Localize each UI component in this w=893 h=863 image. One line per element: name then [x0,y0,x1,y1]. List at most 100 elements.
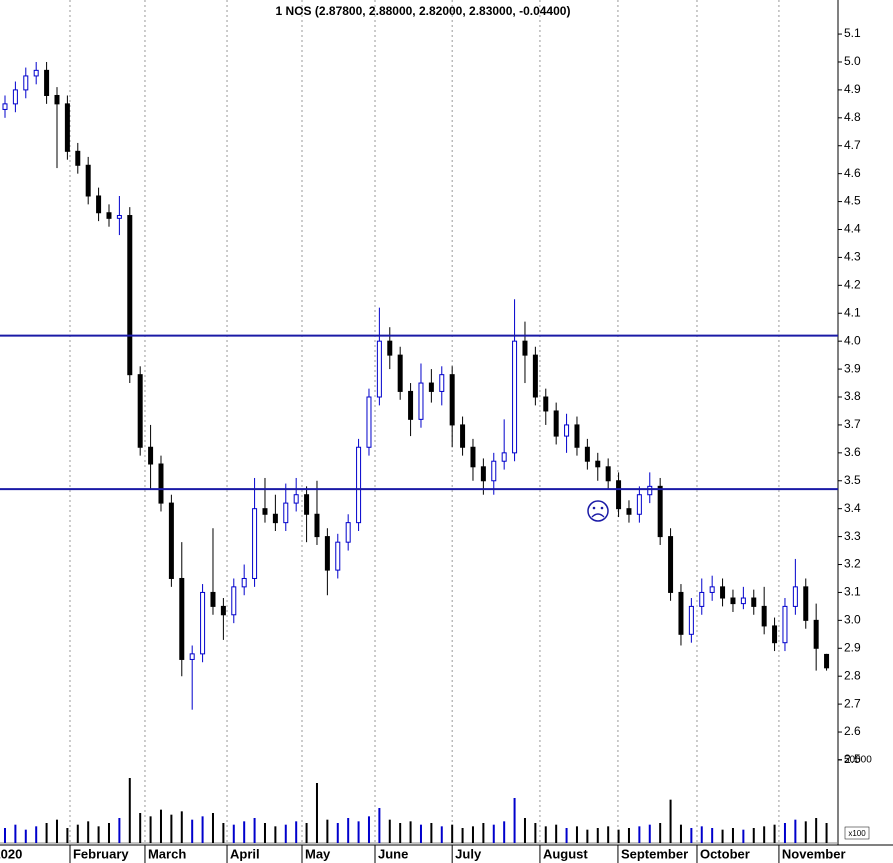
volume-bar [690,828,693,843]
candle-body [564,424,570,437]
candle-body [699,591,705,607]
volume-bar [107,823,110,843]
candle-body [720,586,726,599]
candle-body [824,653,830,669]
x-tick-label: August [543,846,588,861]
y-tick-label: 4.5 [844,194,861,208]
candle-body [179,577,185,660]
volume-bar [607,826,610,843]
candle-body [335,541,341,571]
volume-unit-box [844,826,870,840]
volume-bar [596,828,599,843]
volume-bar [451,824,454,843]
candle-body [792,586,798,607]
candle-body [595,460,601,468]
volume-bar [211,813,214,843]
candle-body [751,597,757,607]
frown-icon [587,500,609,522]
volume-bar [232,824,235,843]
candle-body [210,591,216,607]
y-tick-label: 3.2 [844,557,861,571]
volume-bar [367,816,370,843]
x-tick-label: 2020 [0,846,22,861]
x-tick-label: September [621,846,688,861]
volume-bar [825,823,828,843]
candle-body [678,591,684,635]
x-tick-label: July [455,846,482,861]
volume-bar [461,828,464,843]
candle-body [574,424,580,448]
volume-bar [617,829,620,843]
volume-bar [357,821,360,843]
candle-body [2,103,8,110]
candle-body [480,466,486,482]
volume-bar [159,809,162,843]
volume-bar [794,819,797,843]
candle-body [116,215,122,219]
volume-bar [87,821,90,843]
candle-body [761,605,767,627]
volume-bar [66,828,69,843]
volume-bar [565,828,568,843]
candle-body [439,374,445,392]
y-tick-label: 4.0 [844,333,861,347]
candle-body [106,212,112,219]
volume-bar [409,821,412,843]
candle-body [96,195,102,214]
y-tick-label: 2.7 [844,696,861,710]
volume-bar [347,818,350,843]
y-tick-label: 3.3 [844,529,861,543]
volume-bar [492,824,495,843]
volume-bar [388,819,391,843]
candle-body [376,340,382,398]
candle-body [532,354,538,398]
volume-bar [752,828,755,843]
volume-bar [24,829,27,843]
volume-bar [399,823,402,843]
candle-body [616,480,622,510]
candle-body [740,597,746,605]
volume-bar [378,808,381,843]
volume-bar [191,819,194,843]
volume-bar [139,813,142,843]
volume-bar [627,828,630,843]
volume-bar [534,823,537,843]
volume-bar [201,816,204,843]
y-tick-label: 3.5 [844,473,861,487]
volume-bar [513,798,516,843]
volume-bar [55,819,58,843]
volume-bar [700,826,703,843]
volume-bar [263,823,266,843]
volume-bar [638,826,641,843]
candle-body [387,340,393,356]
candle-body [85,164,91,197]
y-tick-label: 3.8 [844,389,861,403]
y-tick-label: 3.0 [844,613,861,627]
candle-body [64,103,70,152]
volume-bar [274,826,277,843]
volume-bar [659,823,662,843]
volume-bar [253,818,256,843]
volume-bar [97,826,100,843]
candle-body [293,494,299,504]
y-tick-label: 3.7 [844,417,861,431]
y-tick-label: 4.8 [844,110,861,124]
x-tick-label: May [305,846,331,861]
volume-bar [170,814,173,843]
candle-body [553,410,559,437]
volume-bar [315,783,318,843]
candle-body [44,69,50,96]
y-tick-label: 3.6 [844,445,861,459]
volume-bar [742,829,745,843]
volume-bar [648,824,651,843]
candle-body [668,536,674,593]
candle-body [512,340,518,454]
volume-bar [180,811,183,843]
volume-bar [336,823,339,843]
candle-body [304,494,310,515]
volume-bar [523,818,526,843]
x-tick-label: June [378,846,408,861]
y-tick-label: 5.1 [844,26,861,40]
candle-body [397,354,403,392]
